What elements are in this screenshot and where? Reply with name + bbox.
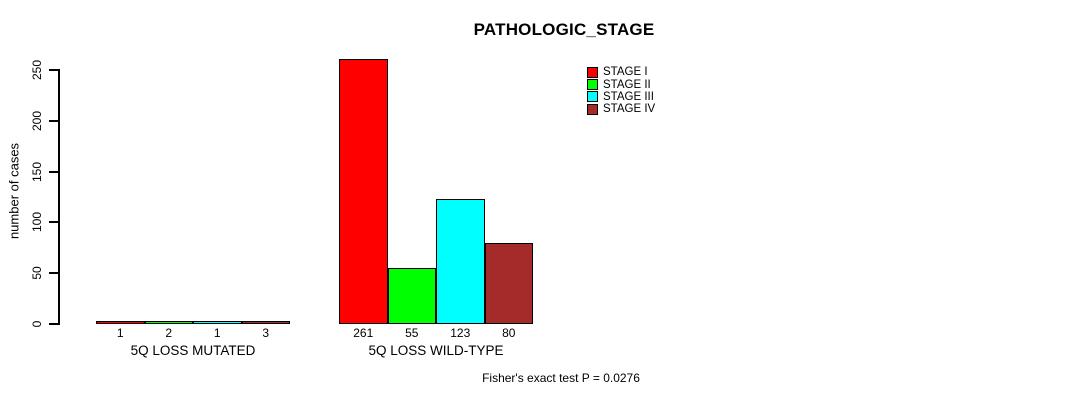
y-tick-label: 0 — [30, 320, 44, 328]
bar — [193, 321, 242, 324]
bar-value-label: 261 — [353, 326, 374, 340]
chart-title: PATHOLOGIC_STAGE — [473, 20, 655, 39]
y-tick-label: 150 — [30, 161, 44, 182]
bar-value-label: 3 — [262, 326, 270, 340]
y-axis-label: number of cases — [6, 142, 22, 240]
legend-swatch-stage-i — [587, 66, 598, 78]
legend: STAGE I STAGE II STAGE III STAGE IV — [587, 66, 655, 116]
pvalue-annotation: Fisher's exact test P = 0.0276 — [482, 371, 640, 385]
y-tick — [49, 170, 58, 173]
x-axis-group-label: 5Q LOSS WILD-TYPE — [368, 343, 504, 358]
bar — [144, 321, 193, 324]
bar-value-label: 55 — [405, 326, 419, 340]
bar-value-label: 80 — [502, 326, 516, 340]
bar — [436, 199, 485, 324]
legend-swatch-stage-iv — [587, 103, 598, 115]
legend-label-stage-iii: STAGE III — [603, 90, 654, 103]
bar-value-label: 1 — [116, 326, 124, 340]
bar-value-label: 1 — [213, 326, 221, 340]
bar-value-label: 2 — [165, 326, 173, 340]
y-tick — [49, 272, 58, 275]
legend-item-stage-iv: STAGE IV — [587, 103, 655, 115]
bar — [241, 320, 290, 324]
y-tick — [49, 221, 58, 224]
y-tick-label: 50 — [30, 266, 44, 280]
bar-value-label: 123 — [450, 326, 471, 340]
legend-item-stage-iii: STAGE III — [587, 91, 655, 103]
y-tick — [49, 119, 58, 122]
legend-item-stage-i: STAGE I — [587, 66, 655, 78]
bar — [387, 268, 436, 324]
legend-swatch-stage-iii — [587, 91, 598, 103]
y-tick-label: 250 — [30, 59, 44, 81]
x-axis-group-label: 5Q LOSS MUTATED — [130, 343, 256, 358]
bar — [484, 242, 533, 324]
y-tick — [49, 69, 58, 71]
legend-item-stage-ii: STAGE II — [587, 78, 655, 91]
y-tick-label: 200 — [30, 110, 44, 131]
y-tick — [49, 323, 58, 325]
legend-label-stage-i: STAGE I — [603, 66, 648, 79]
bar — [96, 321, 145, 324]
y-tick-label: 100 — [30, 212, 44, 233]
legend-swatch-stage-ii — [587, 79, 598, 91]
legend-label-stage-ii: STAGE II — [603, 78, 651, 91]
y-axis-line — [58, 69, 60, 325]
legend-label-stage-iv: STAGE IV — [603, 103, 656, 116]
bar — [339, 58, 388, 324]
